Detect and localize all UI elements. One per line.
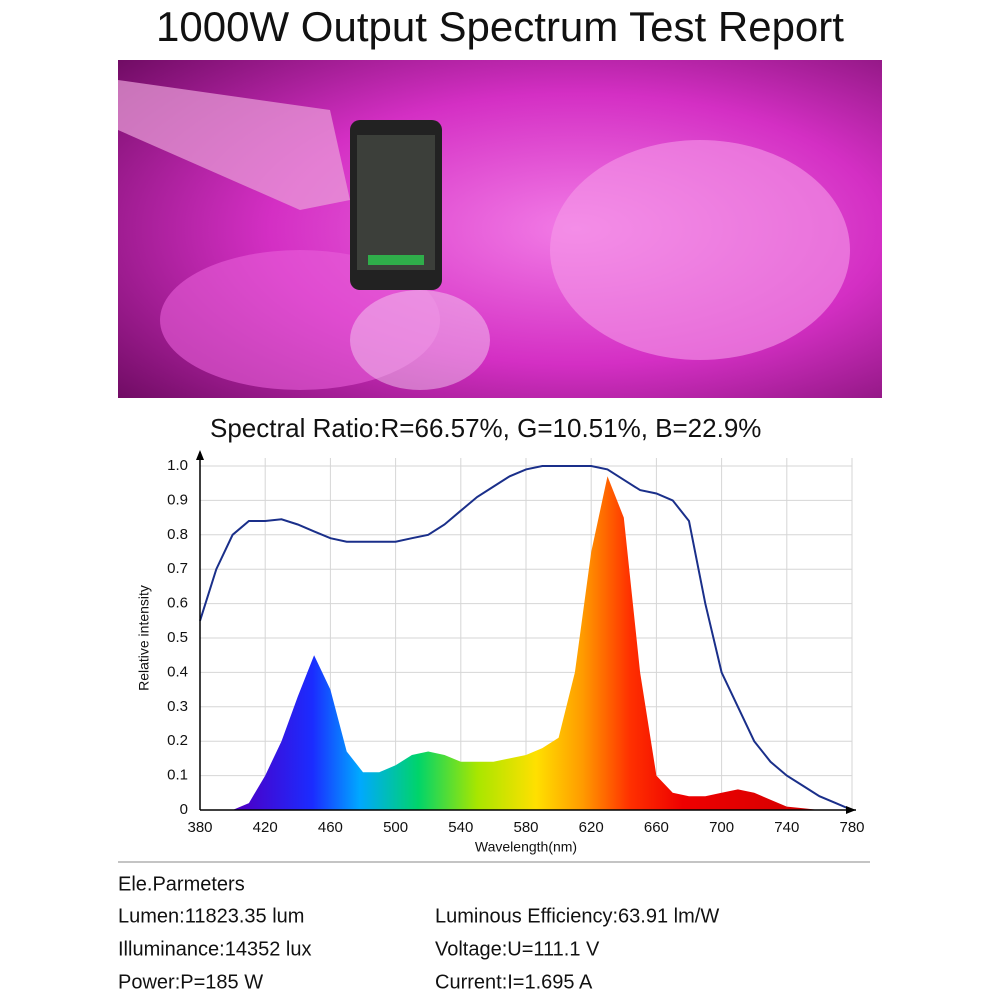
parameter: Voltage:U=111.1 V (435, 938, 600, 960)
y-axis-arrow (196, 450, 204, 460)
y-tick-label: 0.8 (167, 526, 188, 543)
title: 1000W Output Spectrum Test Report (156, 3, 844, 50)
x-axis-label: Wavelength(nm) (475, 839, 577, 855)
y-tick-label: 0.9 (167, 491, 188, 508)
y-tick-label: 0.7 (167, 560, 188, 577)
subtitle: Spectral Ratio:R=66.57%, G=10.51%, B=22.… (210, 413, 761, 443)
y-tick-label: 0.1 (167, 767, 188, 784)
spectrum-area (200, 476, 852, 810)
x-tick-label: 700 (709, 819, 734, 836)
x-tick-label: 500 (383, 819, 408, 836)
x-tick-label: 580 (513, 819, 538, 836)
y-axis-label: Relative intensity (136, 585, 152, 691)
parameter: Luminous Efficiency:63.91 lm/W (435, 905, 719, 927)
x-tick-label: 620 (579, 819, 604, 836)
parameter: Lumen:11823.35 lum (118, 905, 304, 927)
line (199, 465, 853, 811)
y-tick-label: 0.2 (167, 732, 188, 749)
y-tick-label: 0.6 (167, 595, 188, 612)
x-tick-label: 780 (839, 819, 864, 836)
x-tick-label: 460 (318, 819, 343, 836)
parameter: Current:I=1.695 A (435, 971, 593, 993)
y-tick-label: 0 (180, 801, 188, 818)
x-tick-label: 740 (774, 819, 799, 836)
x-axis-arrow (846, 806, 856, 814)
parameters-heading: Ele.Parmeters (118, 873, 245, 895)
photo (118, 60, 882, 398)
y-tick-label: 0.5 (167, 629, 188, 646)
y-tick-label: 1.0 (167, 457, 188, 474)
y-tick-label: 0.4 (167, 663, 188, 680)
x-tick-label: 660 (644, 819, 669, 836)
parameter: Power:P=185 W (118, 971, 263, 993)
y-tick-label: 0.3 (167, 698, 188, 715)
x-tick-label: 380 (187, 819, 212, 836)
x-tick-label: 420 (253, 819, 278, 836)
x-tick-label: 540 (448, 819, 473, 836)
parameter: Illuminance:14352 lux (118, 938, 311, 960)
